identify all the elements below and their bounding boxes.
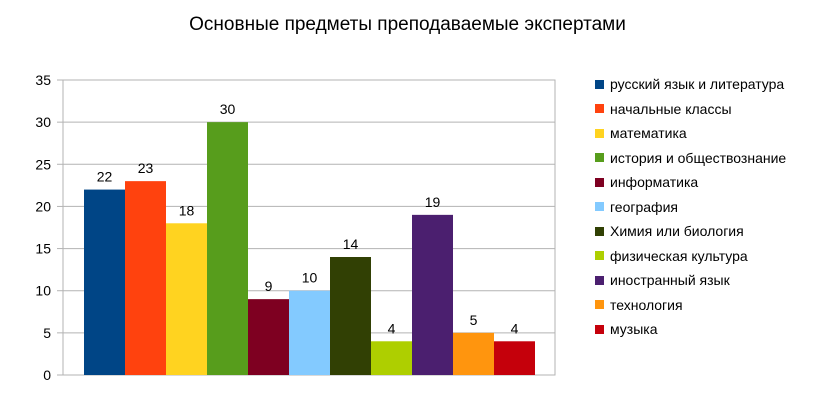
bar xyxy=(125,181,166,375)
legend-label: иностранный язык xyxy=(610,272,730,289)
bar xyxy=(166,223,207,375)
bar xyxy=(412,214,453,375)
bar xyxy=(84,189,125,375)
legend-swatch xyxy=(595,177,604,187)
data-label: 10 xyxy=(302,270,318,286)
data-label: 9 xyxy=(265,278,273,294)
y-tick-label: 10 xyxy=(35,283,51,299)
chart-title: Основные предметы преподаваемые эксперта… xyxy=(189,14,626,35)
legend-swatch xyxy=(595,153,604,163)
legend-swatch xyxy=(595,300,604,310)
data-label: 30 xyxy=(220,101,236,117)
legend-swatch xyxy=(595,251,604,261)
legend-swatch xyxy=(595,128,604,138)
legend-label: математика xyxy=(610,125,687,142)
legend-item: музыка xyxy=(595,317,813,342)
legend-item: география xyxy=(595,195,813,220)
legend-label: история и обществознание xyxy=(610,149,787,166)
legend-item: начальные классы xyxy=(595,97,813,122)
bar xyxy=(248,299,289,375)
legend-item: иностранный язык xyxy=(595,268,813,293)
bar xyxy=(207,122,248,376)
legend-item: математика xyxy=(595,121,813,146)
legend-swatch xyxy=(595,104,604,114)
bar xyxy=(494,341,535,375)
legend-swatch xyxy=(595,226,604,236)
data-label: 23 xyxy=(138,160,154,176)
data-label: 4 xyxy=(511,320,519,336)
bar xyxy=(289,290,330,375)
legend-item: Химия или биология xyxy=(595,219,813,244)
y-tick-label: 20 xyxy=(35,198,51,214)
data-label: 5 xyxy=(470,312,478,328)
legend-label: начальные классы xyxy=(610,100,732,117)
legend-item: информатика xyxy=(595,170,813,195)
legend-label: технология xyxy=(610,296,683,313)
y-tick-label: 0 xyxy=(43,367,51,383)
legend-item: физическая культура xyxy=(595,244,813,269)
data-label: 19 xyxy=(425,194,441,210)
legend: русский язык и литература начальные класс… xyxy=(595,72,813,342)
legend-label: Химия или биология xyxy=(610,223,744,240)
legend-swatch xyxy=(595,275,604,285)
legend-label: русский язык и литература xyxy=(610,76,785,93)
data-label: 18 xyxy=(179,202,195,218)
legend-swatch xyxy=(595,79,604,89)
legend-label: музыка xyxy=(610,321,658,338)
legend-label: физическая культура xyxy=(610,247,748,264)
data-label: 22 xyxy=(97,169,113,185)
legend-item: технология xyxy=(595,293,813,318)
data-label: 14 xyxy=(343,236,359,252)
bars xyxy=(84,122,535,376)
legend-swatch xyxy=(595,202,604,212)
y-tick-label: 30 xyxy=(35,114,51,130)
bar xyxy=(371,341,412,375)
legend-label: информатика xyxy=(610,174,699,191)
legend-item: русский язык и литература xyxy=(595,72,813,97)
bar xyxy=(330,257,371,375)
legend-item: история и обществознание xyxy=(595,146,813,171)
legend-label: география xyxy=(610,198,678,215)
bar xyxy=(453,332,494,375)
legend-swatch xyxy=(595,324,604,334)
data-label: 4 xyxy=(388,320,396,336)
data-labels: 22 23 18 30 9 10 14 4 19 5 4 xyxy=(97,101,519,336)
y-tick-label: 5 xyxy=(43,325,51,341)
y-tick-label: 25 xyxy=(35,156,51,172)
y-tick-label: 15 xyxy=(35,241,51,257)
y-tick-label: 35 xyxy=(35,72,51,88)
